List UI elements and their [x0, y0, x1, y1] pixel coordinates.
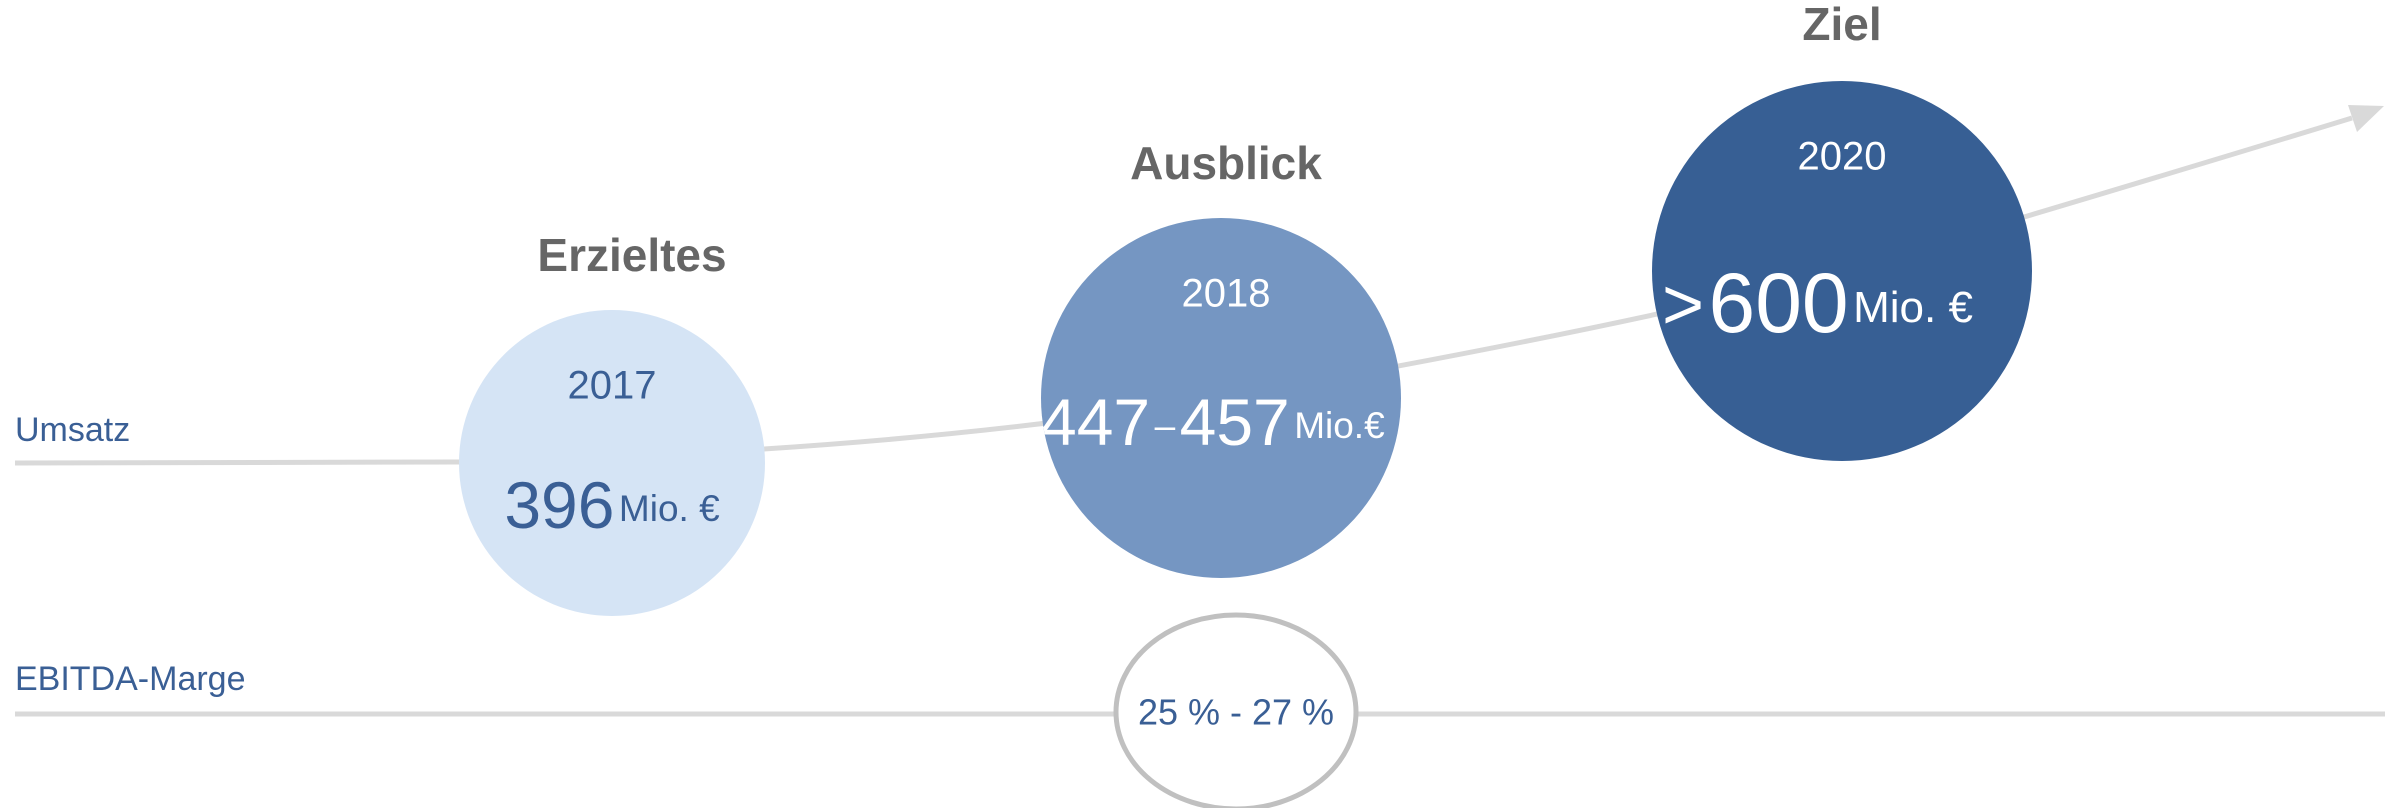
ebitda-ellipse: [1113, 612, 1359, 808]
revenue-curve: [14, 115, 2353, 466]
value: 600: [1709, 256, 1849, 350]
row-label: EBITDA-Marge: [15, 660, 246, 698]
stage-circle: [459, 310, 765, 616]
stage-heading: Ziel: [1802, 0, 1881, 50]
stage-year: 2020: [1798, 135, 1887, 179]
value: 447: [1040, 385, 1150, 459]
dash: –: [1155, 405, 1176, 446]
value: 457: [1180, 385, 1290, 459]
prefix: >: [1662, 265, 1704, 345]
arrow-head: [2348, 105, 2384, 132]
stage-year: 2018: [1182, 272, 1271, 316]
stage-heading: Ausblick: [1130, 137, 1322, 189]
stage-value: 396 Mio. €: [504, 468, 720, 542]
row-label: Umsatz: [15, 411, 130, 449]
stage-value: > 600 Mio. €: [1662, 256, 1973, 350]
unit: Mio.€: [1294, 405, 1385, 446]
stage-value: 447 – 457 Mio.€: [1040, 385, 1385, 459]
unit: Mio. €: [619, 488, 720, 529]
stage-circle: [1041, 218, 1401, 578]
ebitda-range: 25 % - 27 %: [1138, 692, 1334, 733]
stage-heading: Erzieltes: [537, 229, 726, 281]
stage-circle: [1652, 81, 2032, 461]
value: 396: [504, 468, 614, 542]
stage-year: 2017: [568, 364, 657, 408]
unit: Mio. €: [1853, 283, 1973, 332]
